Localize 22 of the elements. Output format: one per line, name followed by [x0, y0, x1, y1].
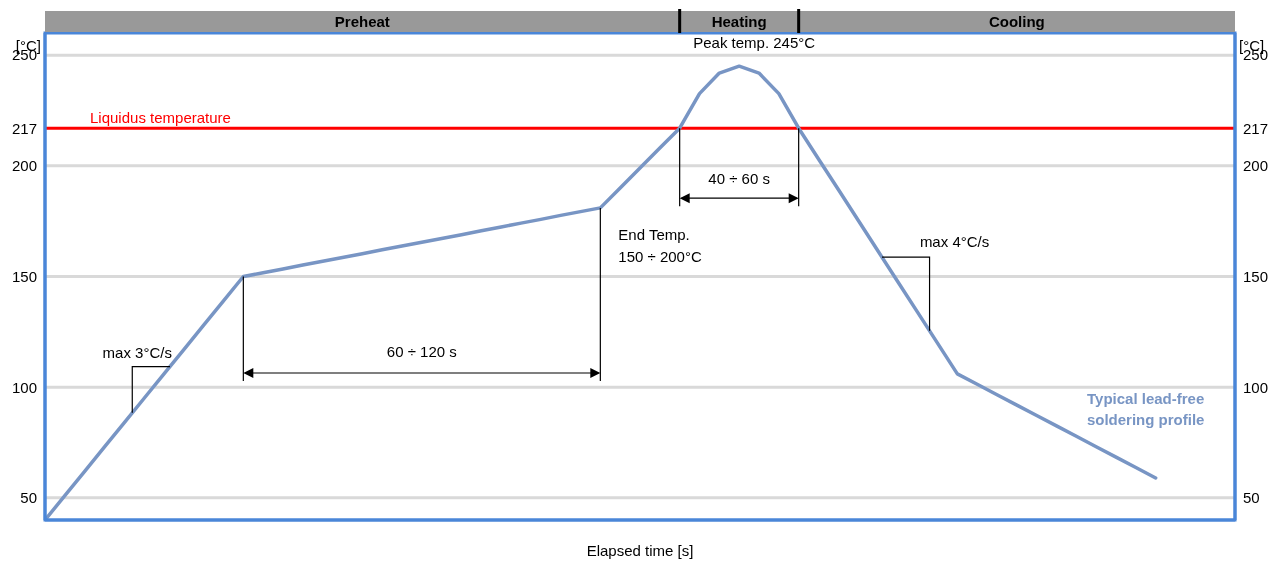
annotation: 40 ÷ 60 s [708, 170, 770, 188]
text: Preheat [334, 13, 390, 30]
y2-tick-label: 100 [1243, 378, 1269, 396]
y2-tick-label: 150 [1243, 267, 1269, 285]
annotation: End Temp. 150 ÷ 200°C [618, 226, 702, 265]
y-tick-label: 200 [11, 157, 37, 175]
annotation: max 4°C/s [919, 233, 990, 250]
y-tick-label: 100 [11, 378, 37, 396]
text: Cooling [988, 13, 1045, 30]
text: Heating [711, 13, 767, 30]
annotation: Peak temp. 245°C [693, 34, 816, 51]
y-tick-label: 217 [11, 119, 37, 137]
annotation: max 3°C/s [102, 344, 172, 361]
y-tick-label: 150 [11, 267, 37, 285]
series-label: Typical lead-free soldering profile [1085, 388, 1206, 430]
x-axis-title: Elapsed time [s] [586, 542, 694, 559]
y2-tick-label: 200 [1243, 157, 1269, 175]
y2-tick-label: 217 [1243, 119, 1269, 137]
y-tick-label: 50 [20, 489, 37, 507]
ref-line-label: Liquidus temperature [90, 109, 231, 127]
y2-tick-label: 50 [1243, 489, 1260, 507]
annotation: 60 ÷ 120 s [386, 343, 457, 360]
